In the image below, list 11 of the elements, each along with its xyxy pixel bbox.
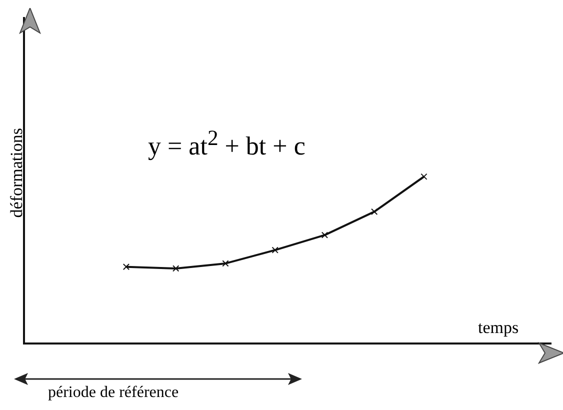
text: y = at$^{2}$ + bt + c bbox=[148, 126, 306, 162]
point bbox=[321, 232, 328, 238]
point bbox=[420, 173, 428, 180]
y-axis-title: déformations bbox=[7, 128, 27, 218]
point bbox=[122, 263, 130, 270]
point bbox=[371, 208, 378, 216]
point bbox=[172, 265, 180, 272]
text: période de référence bbox=[48, 384, 179, 402]
x-axis-title: temps bbox=[478, 318, 519, 338]
point bbox=[222, 260, 229, 267]
point bbox=[272, 246, 278, 254]
